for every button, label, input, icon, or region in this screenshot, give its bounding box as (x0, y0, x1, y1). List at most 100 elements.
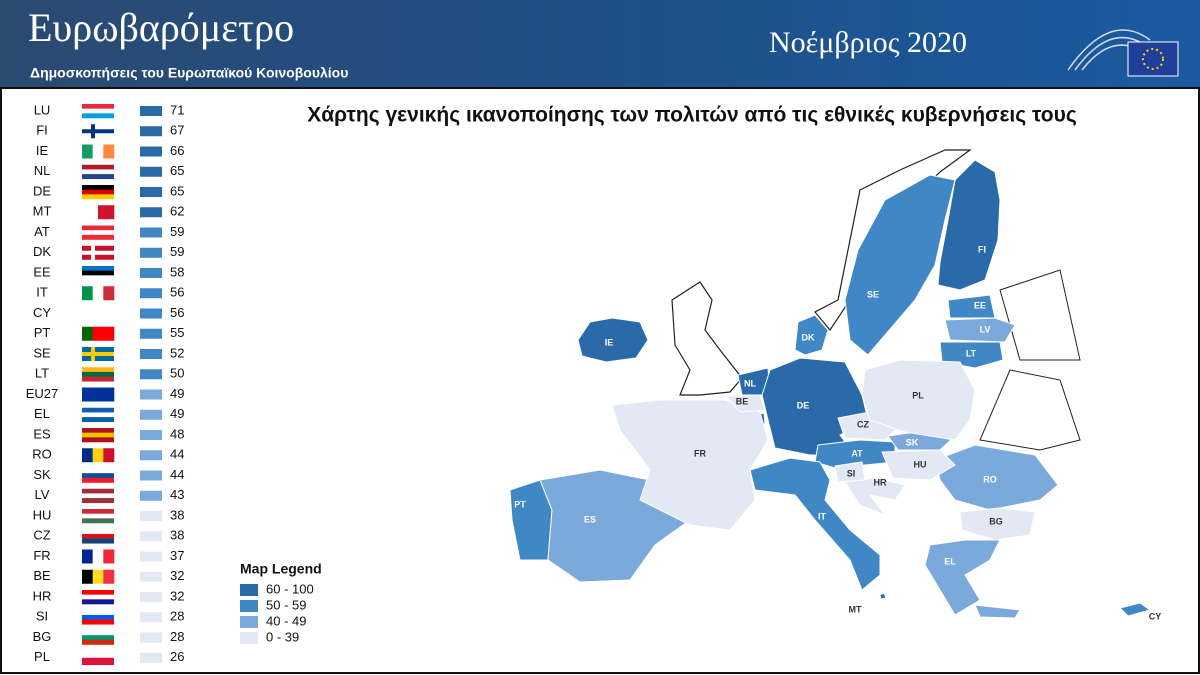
country-map-label: PL (912, 390, 924, 400)
country-code: DE (33, 183, 51, 198)
flag-stripe (103, 286, 115, 301)
country-shape (881, 449, 956, 481)
country-map-label: BE (736, 396, 749, 406)
value-swatch (140, 328, 162, 339)
country-map-label: RO (983, 474, 997, 484)
flag (82, 225, 114, 240)
flag-stripe (82, 230, 114, 236)
flag-cross (82, 129, 114, 134)
flag-stripe (82, 169, 114, 175)
flag-cross (82, 250, 114, 255)
value-label: 56 (170, 285, 184, 300)
legend-label: 40 - 49 (266, 613, 306, 628)
flag (82, 104, 114, 119)
flag-stripe (82, 266, 114, 271)
value-label: 67 (170, 123, 184, 138)
value-swatch (140, 187, 162, 197)
flag-stripe (82, 205, 99, 220)
flag-stripe (82, 509, 114, 514)
country-map-label: AT (851, 448, 863, 458)
value-swatch (140, 227, 162, 238)
value-label: 50 (170, 366, 184, 381)
flag (82, 407, 114, 423)
country-map-label: LT (966, 348, 977, 358)
flag-stripe (82, 493, 114, 499)
value-label: 48 (170, 426, 184, 441)
value-label: 28 (170, 609, 184, 624)
header-subtitle: Δημοσκοπήσεις του Ευρωπαϊκού Κοινοβουλίο… (30, 65, 348, 81)
value-label: 58 (170, 264, 184, 279)
flag (82, 630, 114, 645)
flag-stripe (103, 448, 115, 463)
country-map-label: ES (584, 514, 596, 524)
value-label: 38 (170, 528, 184, 543)
legend-label: 0 - 39 (266, 629, 299, 644)
value-label: 37 (170, 548, 184, 563)
value-label: 62 (170, 204, 184, 219)
value-label: 59 (170, 224, 184, 239)
flag-stripe (82, 477, 114, 483)
country-code: BE (33, 568, 51, 583)
flag (82, 124, 114, 139)
map-title: Χάρτης γενικής ικανοποίησης των πολιτών … (307, 104, 1077, 127)
value-swatch (140, 146, 162, 157)
flag-stripe (82, 468, 114, 474)
flag-stripe (82, 630, 114, 636)
flag (82, 509, 114, 524)
country-shape (947, 294, 996, 319)
country-code: DK (33, 244, 51, 259)
flag-stripe (82, 164, 114, 170)
value-swatch (140, 470, 162, 481)
value-swatch (140, 430, 162, 440)
country-shape (944, 317, 1016, 343)
flag-stripe (92, 326, 104, 341)
country-map-label: DE (797, 400, 810, 410)
legend-swatch (240, 616, 258, 628)
frame (0, 87, 1200, 674)
flag-stripe (82, 533, 114, 539)
country-code: LU (34, 102, 51, 117)
flag-stripe (82, 104, 114, 109)
flag-stripe (82, 108, 114, 114)
flag-stripe (82, 275, 114, 281)
value-swatch (140, 308, 162, 319)
flag-stripe (103, 326, 115, 341)
flag (82, 569, 115, 584)
flag-stripe (82, 189, 114, 195)
country-map-label: IE (605, 337, 614, 347)
flag-stripe (82, 412, 114, 418)
country-code: PL (34, 649, 50, 664)
flag-stripe (82, 185, 114, 190)
flag (82, 326, 115, 341)
flag (82, 428, 114, 443)
flag-stripe (82, 619, 114, 625)
flag-stripe (82, 513, 114, 519)
value-swatch (140, 166, 162, 177)
flag-stripe (82, 529, 114, 535)
country-shape (879, 592, 887, 600)
legend-swatch (240, 600, 258, 612)
flag-stripe (82, 270, 114, 276)
country-shape (749, 457, 881, 591)
value-swatch (140, 106, 162, 116)
flag (82, 590, 114, 605)
value-swatch (140, 612, 162, 623)
header-title: Ευρωβαρόμετρο (28, 5, 294, 50)
country-shape (844, 174, 956, 356)
value-swatch (140, 511, 162, 521)
country-shape (834, 461, 866, 483)
flag-stripe (82, 650, 114, 659)
country-code: EL (34, 406, 50, 421)
country-code: CZ (33, 528, 50, 543)
country-shape (844, 477, 906, 517)
flag-stripe (82, 448, 93, 463)
flag (82, 549, 115, 564)
legend-title: Map Legend (240, 561, 322, 577)
value-label: 44 (170, 467, 184, 482)
flag-stripe (98, 205, 115, 220)
value-swatch (140, 551, 162, 562)
flag-stripe (82, 326, 93, 341)
country-shape (861, 359, 976, 441)
country-code: SI (36, 609, 48, 624)
flag-stripe (82, 569, 93, 584)
